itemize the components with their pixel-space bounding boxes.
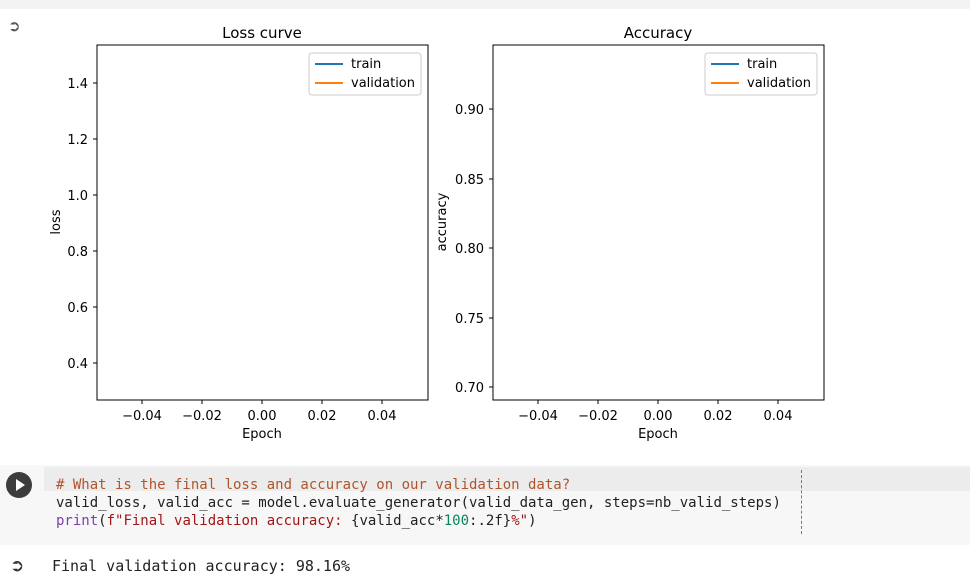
- accuracy-xtick-label: 0.00: [644, 409, 673, 424]
- accuracy-xticks: −0.04 −0.02 0.00 0.02 0.04: [518, 400, 792, 424]
- accuracy-yticks: 0.70 0.75 0.80 0.85 0.90: [455, 103, 493, 396]
- loss-legend-validation-label: validation: [351, 76, 415, 91]
- code-paren-open: (: [98, 513, 107, 529]
- accuracy-ylabel: accuracy: [435, 192, 450, 251]
- accuracy-ytick-label: 0.85: [455, 173, 484, 188]
- loss-ytick-label: 1.2: [67, 133, 88, 148]
- loss-yticks: 0.4 0.6 0.8 1.0 1.2 1.4: [67, 77, 97, 372]
- output-arrow-icon[interactable]: ➲: [10, 556, 25, 576]
- loss-legend: train validation: [308, 52, 422, 96]
- accuracy-ytick-label: 0.70: [455, 381, 484, 396]
- accuracy-ytick-label: 0.80: [455, 242, 484, 257]
- accuracy-xtick-label: 0.04: [764, 409, 793, 424]
- loss-legend-train-label: train: [351, 57, 381, 72]
- code-cell-focus-line: [44, 467, 970, 491]
- accuracy-xlabel: Epoch: [638, 427, 678, 442]
- loss-ytick-label: 0.8: [67, 245, 88, 260]
- loss-ylabel: loss: [49, 209, 64, 234]
- accuracy-xtick-label: −0.04: [518, 409, 558, 424]
- accuracy-ytick-label: 0.90: [455, 103, 484, 118]
- loss-xtick-label: 0.00: [248, 409, 277, 424]
- loss-xtick-label: −0.02: [182, 409, 222, 424]
- loss-xticks: −0.04 −0.02 0.00 0.02 0.04: [122, 400, 396, 424]
- code-print-keyword: print: [56, 513, 99, 529]
- code-editor[interactable]: # What is the final loss and accuracy on…: [56, 476, 781, 530]
- loss-ytick-label: 0.6: [67, 301, 88, 316]
- loss-ytick-label: 0.4: [67, 357, 88, 372]
- accuracy-title: Accuracy: [624, 24, 693, 42]
- code-fstring-end: %": [511, 513, 529, 529]
- accuracy-legend-validation-label: validation: [747, 76, 811, 91]
- code-line-2: valid_loss, valid_acc = model.evaluate_g…: [56, 495, 781, 511]
- accuracy-ytick-label: 0.75: [455, 312, 484, 327]
- play-icon: [16, 479, 25, 491]
- loss-ytick-label: 1.0: [67, 189, 88, 204]
- output-arrow-icon[interactable]: ➲: [8, 17, 21, 35]
- code-format-spec: :.2f}: [469, 513, 512, 529]
- loss-xtick-label: 0.04: [368, 409, 397, 424]
- plots-figure: Loss curve Accuracy Epoch Epoch loss acc…: [49, 24, 825, 442]
- code-fstring-expr: {valid_acc*: [351, 513, 444, 529]
- run-cell-button[interactable]: [6, 472, 32, 498]
- code-fstring-start: f"Final validation accuracy:: [106, 513, 352, 529]
- loss-ytick-label: 1.4: [67, 77, 88, 92]
- accuracy-xtick-label: −0.02: [578, 409, 618, 424]
- loss-axes: [96, 44, 429, 401]
- loss-xtick-label: 0.02: [308, 409, 337, 424]
- accuracy-legend: train validation: [704, 52, 818, 96]
- cell-top-bar: [0, 0, 970, 9]
- loss-xlabel: Epoch: [242, 427, 282, 442]
- text-cursor: [801, 470, 802, 534]
- cell-output-text: Final validation accuracy: 98.16%: [52, 557, 351, 575]
- code-comment: # What is the final loss and accuracy on…: [56, 477, 571, 493]
- accuracy-legend-train-label: train: [747, 57, 777, 72]
- accuracy-xtick-label: 0.02: [704, 409, 733, 424]
- code-paren-close: ): [528, 513, 537, 529]
- code-number: 100: [443, 513, 470, 529]
- accuracy-axes: [492, 44, 825, 401]
- loss-xtick-label: −0.04: [122, 409, 162, 424]
- loss-title: Loss curve: [222, 24, 302, 42]
